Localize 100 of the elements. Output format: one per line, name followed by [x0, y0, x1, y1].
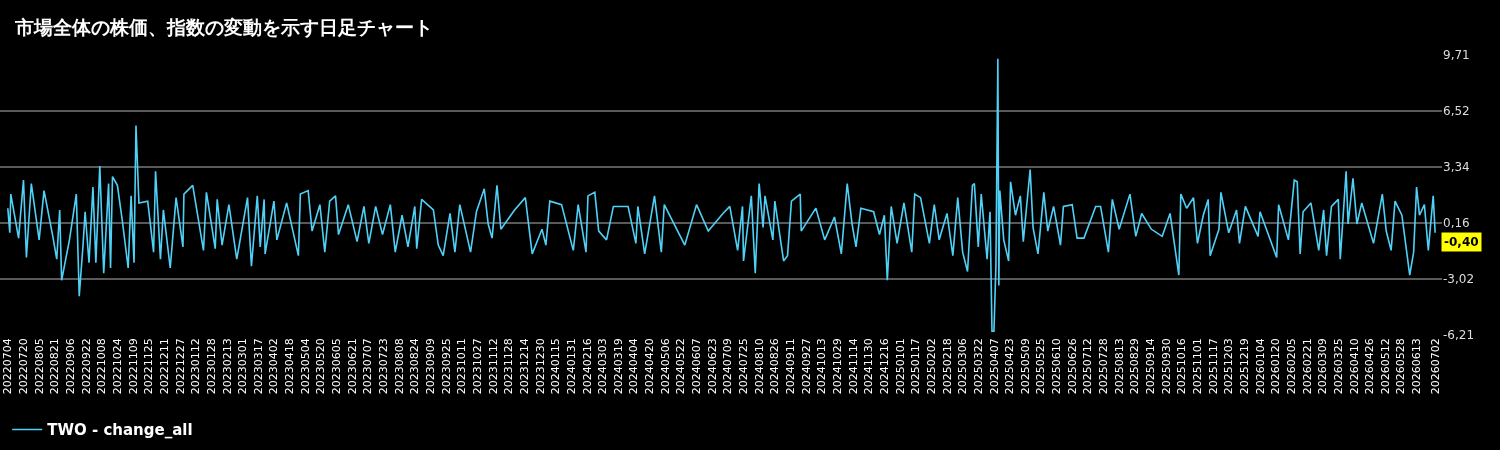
x-tick-label: 20250306 — [956, 338, 970, 395]
x-tick-label: 20230504 — [298, 338, 312, 395]
x-tick-label: 20260410 — [1347, 338, 1361, 395]
x-tick-label: 20250728 — [1097, 338, 1111, 395]
x-tick-label: 20250423 — [1003, 338, 1017, 395]
x-tick-label: 20230909 — [424, 338, 438, 395]
chart-title: 市場全体の株価、指数の変動を示す日足チャート — [14, 15, 433, 38]
x-tick-label: 20220922 — [79, 338, 93, 395]
x-tick-label: 20230317 — [251, 338, 265, 395]
x-tick-label: 20251203 — [1222, 338, 1236, 395]
y-tick-label: 0,16 — [1443, 216, 1470, 231]
x-tick-label: 20231230 — [533, 338, 547, 395]
x-tick-label: 20260702 — [1428, 338, 1442, 395]
x-tick-label: 20230824 — [408, 338, 422, 395]
x-tick-label: 20241114 — [846, 338, 860, 395]
x-tick-label: 20220906 — [64, 338, 78, 395]
x-tick-label: 20250218 — [940, 338, 954, 395]
x-tick-label: 20230808 — [392, 338, 406, 395]
x-tick-label: 20251016 — [1175, 338, 1189, 395]
x-tick-label: 20221109 — [126, 338, 140, 395]
x-tick-label: 20260613 — [1410, 338, 1424, 395]
x-tick-label: 20240709 — [721, 338, 735, 395]
x-tick-label: 20241130 — [862, 338, 876, 395]
x-tick-label: 20221024 — [110, 338, 124, 395]
x-tick-label: 20240319 — [611, 338, 625, 395]
x-tick-label: 20231128 — [502, 338, 516, 395]
x-tick-label: 20221125 — [142, 338, 156, 395]
x-tick-label: 20250610 — [1050, 338, 1064, 395]
x-tick-label: 20230605 — [330, 338, 344, 395]
x-tick-label: 20230112 — [189, 338, 203, 395]
y-tick-label: 6,52 — [1443, 104, 1470, 119]
x-tick-label: 20220704 — [1, 338, 15, 395]
x-tick-label: 20250117 — [909, 338, 923, 395]
x-tick-label: 20240826 — [768, 338, 782, 395]
x-tick-label: 20240725 — [737, 338, 751, 395]
x-tick-label: 20240216 — [580, 338, 594, 395]
x-tick-label: 20231112 — [486, 338, 500, 395]
x-tick-label: 20250525 — [1034, 338, 1048, 395]
x-tick-label: 20260104 — [1253, 338, 1267, 395]
x-tick-label: 20260426 — [1363, 338, 1377, 395]
x-tick-label: 20221211 — [157, 338, 171, 395]
x-tick-label: 20240522 — [674, 338, 688, 395]
x-tick-label: 20251219 — [1237, 338, 1251, 395]
x-tick-label: 20260221 — [1300, 338, 1314, 395]
x-tick-label: 20230621 — [345, 338, 359, 395]
x-tick-label: 20230418 — [283, 338, 297, 395]
x-tick-label: 20231027 — [470, 338, 484, 395]
x-tick-label: 20240607 — [690, 338, 704, 395]
x-tick-label: 20231011 — [455, 338, 469, 395]
x-tick-label: 20250813 — [1112, 338, 1126, 395]
x-tick-label: 20230707 — [361, 338, 375, 395]
x-tick-label: 20240131 — [564, 338, 578, 395]
y-tick-label: -3,02 — [1443, 272, 1475, 287]
y-tick-label: -6,21 — [1443, 328, 1475, 343]
x-tick-label: 20220720 — [17, 338, 31, 395]
x-tick-label: 20250914 — [1144, 338, 1158, 395]
x-tick-label: 20240303 — [596, 338, 610, 395]
x-tick-label: 20260309 — [1316, 338, 1330, 395]
x-tick-label: 20230128 — [204, 338, 218, 395]
x-tick-label: 20220821 — [48, 338, 62, 395]
x-tick-label: 20240810 — [752, 338, 766, 395]
x-tick-label: 20230301 — [236, 338, 250, 395]
x-tick-label: 20240404 — [627, 338, 641, 395]
x-tick-label: 20240927 — [799, 338, 813, 395]
x-tick-label: 20230723 — [377, 338, 391, 395]
legend-label: TWO - change_all — [47, 421, 193, 440]
x-tick-label: 20230925 — [439, 338, 453, 395]
x-tick-label: 20240115 — [549, 338, 563, 395]
x-tick-label: 20251101 — [1191, 338, 1205, 395]
x-tick-label: 20241013 — [815, 338, 829, 395]
x-tick-label: 20260528 — [1394, 338, 1408, 395]
x-tick-label: 20250930 — [1159, 338, 1173, 395]
x-tick-label: 20260120 — [1269, 338, 1283, 395]
x-tick-label: 20260512 — [1378, 338, 1392, 395]
x-tick-label: 20250322 — [971, 338, 985, 395]
x-tick-label: 20250509 — [1018, 338, 1032, 395]
annotation: -0,40 — [1444, 235, 1479, 249]
x-tick-label: 20221227 — [173, 338, 187, 395]
x-tick-label: 20231214 — [517, 338, 531, 395]
x-tick-label: 20240506 — [658, 338, 672, 395]
x-tick-label: 20230402 — [267, 338, 281, 395]
x-tick-label: 20250202 — [924, 338, 938, 395]
x-tick-label: 20260325 — [1331, 338, 1345, 395]
x-tick-label: 20260205 — [1284, 338, 1298, 395]
x-tick-label: 20241216 — [877, 338, 891, 395]
x-tick-label: 20240911 — [784, 338, 798, 395]
x-tick-label: 20241029 — [830, 338, 844, 395]
x-tick-label: 20230213 — [220, 338, 234, 395]
x-tick-label: 20250101 — [893, 338, 907, 395]
x-tick-label: 20250626 — [1065, 338, 1079, 395]
line-series — [7, 57, 1436, 333]
x-tick-label: 20220805 — [32, 338, 46, 395]
y-tick-label: 9,71 — [1443, 48, 1470, 63]
x-tick-label: 20240623 — [705, 338, 719, 395]
x-tick-label: 20250407 — [987, 338, 1001, 395]
x-tick-label: 20221008 — [95, 338, 109, 395]
x-tick-label: 20250829 — [1128, 338, 1142, 395]
x-tick-label: 20240420 — [643, 338, 657, 395]
x-tick-label: 20251117 — [1206, 338, 1220, 395]
y-tick-label: 3,34 — [1443, 160, 1470, 175]
